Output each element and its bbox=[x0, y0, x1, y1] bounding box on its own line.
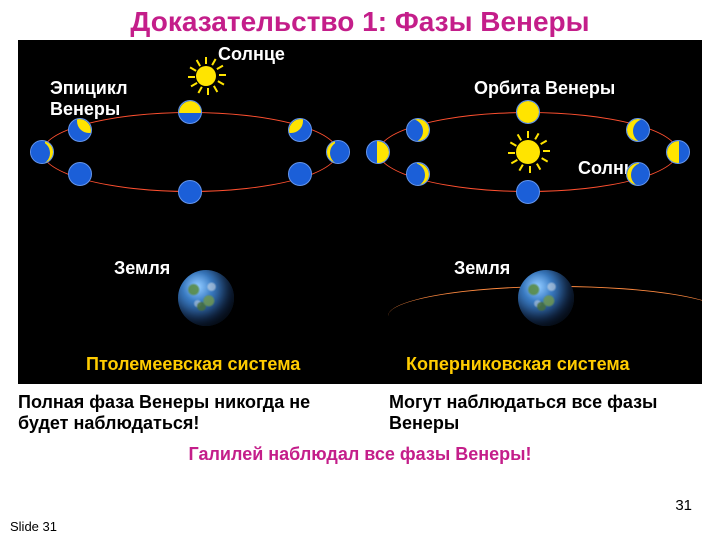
page-number: 31 bbox=[675, 497, 692, 514]
bottom-captions: Полная фаза Венеры никогда не будет набл… bbox=[0, 384, 720, 434]
label-system_right: Коперниковская система bbox=[406, 354, 629, 375]
venus-phase bbox=[366, 140, 390, 164]
venus-phase bbox=[68, 162, 92, 186]
earth-icon bbox=[178, 270, 234, 326]
caption-left: Полная фаза Венеры никогда не будет набл… bbox=[18, 392, 331, 434]
label-earth_left: Земля bbox=[114, 258, 170, 279]
venus-phase bbox=[178, 100, 202, 124]
venus-phase bbox=[626, 162, 650, 186]
caption-right: Могут наблюдаться все фазы Венеры bbox=[371, 392, 702, 434]
venus-phase bbox=[626, 118, 650, 142]
conclusion-text: Галилей наблюдал все фазы Венеры! bbox=[0, 444, 720, 465]
venus-phase bbox=[326, 140, 350, 164]
diagram-area: СолнцеЭпицикл ВенерыОрбита ВенерыСолнцеЗ… bbox=[18, 40, 702, 384]
venus-phase bbox=[516, 100, 540, 124]
label-orbit_venus: Орбита Венеры bbox=[474, 78, 615, 99]
slide-number: Slide 31 bbox=[10, 519, 57, 534]
venus-phase bbox=[406, 118, 430, 142]
label-system_left: Птолемеевская система bbox=[86, 354, 300, 375]
venus-phase bbox=[288, 162, 312, 186]
venus-phase bbox=[516, 180, 540, 204]
slide-title: Доказательство 1: Фазы Венеры bbox=[0, 0, 720, 40]
venus-phase bbox=[68, 118, 92, 142]
venus-phase bbox=[178, 180, 202, 204]
venus-phase bbox=[288, 118, 312, 142]
earth-icon bbox=[518, 270, 574, 326]
venus-phase bbox=[666, 140, 690, 164]
venus-phase bbox=[406, 162, 430, 186]
venus-phase bbox=[30, 140, 54, 164]
label-earth_right: Земля bbox=[454, 258, 510, 279]
label-sun_top: Солнце bbox=[218, 44, 285, 65]
